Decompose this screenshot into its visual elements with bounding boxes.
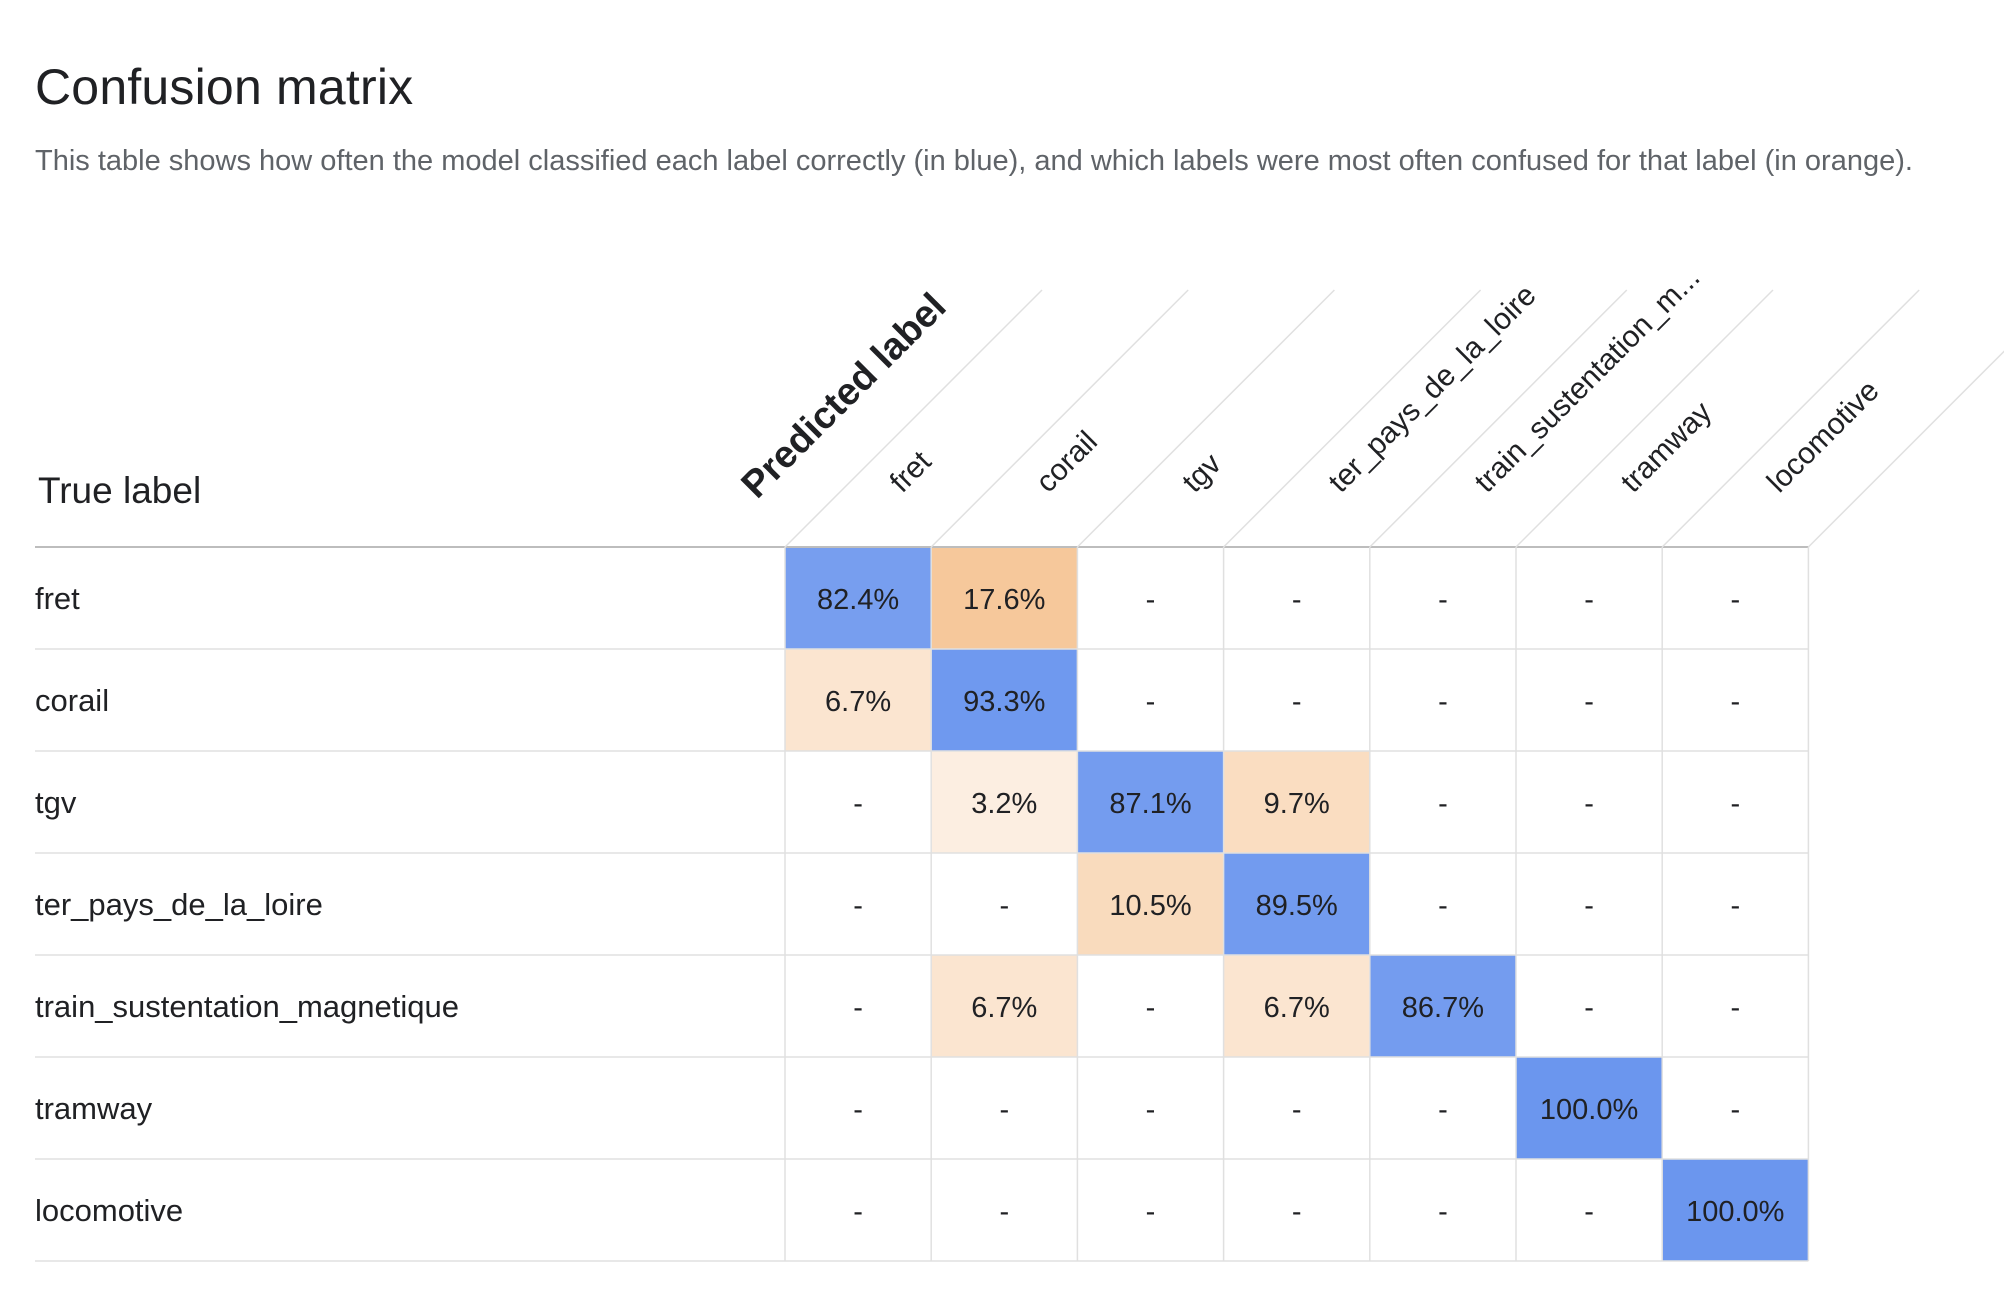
matrix-cell-value: - [1292,686,1302,718]
header-diagonal-line [1369,289,1628,548]
matrix-cell-value: - [1730,788,1740,820]
matrix-cell-fill [931,751,1078,853]
matrix-cell-fill [1516,1057,1663,1159]
column-label: locomotive [1761,374,1886,499]
matrix-cell-value: 87.1% [1109,788,1191,820]
matrix-cell-value: - [1438,1094,1448,1126]
matrix-cell-value: - [1584,788,1594,820]
matrix-cell-value: - [999,1196,1009,1228]
matrix-cell-value: - [853,1094,863,1126]
header-diagonal-line [1076,289,1335,548]
matrix-cell-fill [1223,955,1370,1057]
matrix-cell-fill [1369,955,1516,1057]
row-label: tgv [35,785,77,820]
matrix-cell-value: - [1584,584,1594,616]
row-label: locomotive [35,1193,183,1228]
matrix-cell-value: - [1730,1094,1740,1126]
page-description: This table shows how often the model cla… [35,145,1913,177]
matrix-cell-value: 93.3% [963,686,1045,718]
matrix-cell-fill [1662,1159,1809,1261]
matrix-cell-value: - [1438,890,1448,922]
matrix-cell-fill [931,547,1078,649]
page-title: Confusion matrix [35,59,414,115]
matrix-cell-value: - [1146,992,1156,1024]
row-label: fret [35,581,80,616]
matrix-cell-fill [931,955,1078,1057]
matrix-cell-value: 6.7% [825,686,891,718]
matrix-cell-fill [785,547,932,649]
matrix-cell-value: - [1730,584,1740,616]
matrix-cell-value: - [1146,686,1156,718]
column-label: tgv [1176,447,1228,499]
matrix-cell-value: - [1438,1196,1448,1228]
matrix-cell-value: - [1438,584,1448,616]
matrix-cell-fill [1223,853,1370,955]
matrix-cell-value: - [999,1094,1009,1126]
matrix-cell-value: - [853,788,863,820]
row-label: corail [35,683,109,718]
matrix-cell-value: - [853,890,863,922]
matrix-cell-fill [1223,751,1370,853]
matrix-cell-value: - [1584,1196,1594,1228]
matrix-cell-fill [1077,853,1224,955]
column-label: tramway [1615,395,1718,498]
matrix-cell-value: - [1584,992,1594,1024]
matrix-cell-value: - [1730,890,1740,922]
header-diagonal-line [1807,350,2004,548]
row-label: train_sustentation_magnetique [35,989,459,1024]
matrix-cell-value: - [1146,584,1156,616]
matrix-cell-fill [785,649,932,751]
true-label-header: True label [38,470,201,511]
matrix-cell-value: - [1438,686,1448,718]
matrix-cell-value: - [1146,1196,1156,1228]
matrix-cell-value: - [1584,686,1594,718]
matrix-cell-fill [1077,751,1224,853]
matrix-cell-value: 100.0% [1686,1196,1784,1228]
matrix-cell-value: - [853,992,863,1024]
matrix-cell-value: - [853,1196,863,1228]
header-diagonal-line [930,289,1189,548]
matrix-cell-fill [931,649,1078,751]
header-diagonal-line [1515,289,1774,548]
column-label: fret [884,444,938,498]
row-label: tramway [35,1091,153,1126]
matrix-cell-value: - [1292,1094,1302,1126]
matrix-cell-value: - [1730,992,1740,1024]
matrix-cell-value: 10.5% [1109,890,1191,922]
matrix-cell-value: 9.7% [1264,788,1330,820]
matrix-cell-value: 17.6% [963,584,1045,616]
matrix-cell-value: - [1730,686,1740,718]
matrix-cell-value: 86.7% [1402,992,1484,1024]
matrix-cell-value: - [999,890,1009,922]
matrix-cell-value: - [1292,1196,1302,1228]
column-label: corail [1030,425,1104,499]
matrix-cell-value: 100.0% [1540,1094,1638,1126]
header-diagonal-line [1661,289,1920,548]
matrix-cell-value: 6.7% [971,992,1037,1024]
matrix-cell-value: 82.4% [817,584,899,616]
header-diagonal-line [1223,289,1482,548]
matrix-cell-value: - [1438,788,1448,820]
matrix-cell-value: - [1146,1094,1156,1126]
row-label: ter_pays_de_la_loire [35,887,323,922]
matrix-cell-value: 6.7% [1264,992,1330,1024]
matrix-cell-value: - [1584,890,1594,922]
matrix-cell-value: - [1292,584,1302,616]
matrix-cell-value: 89.5% [1256,890,1338,922]
matrix-cell-value: 3.2% [971,788,1037,820]
header-diagonal-line [784,289,1043,548]
